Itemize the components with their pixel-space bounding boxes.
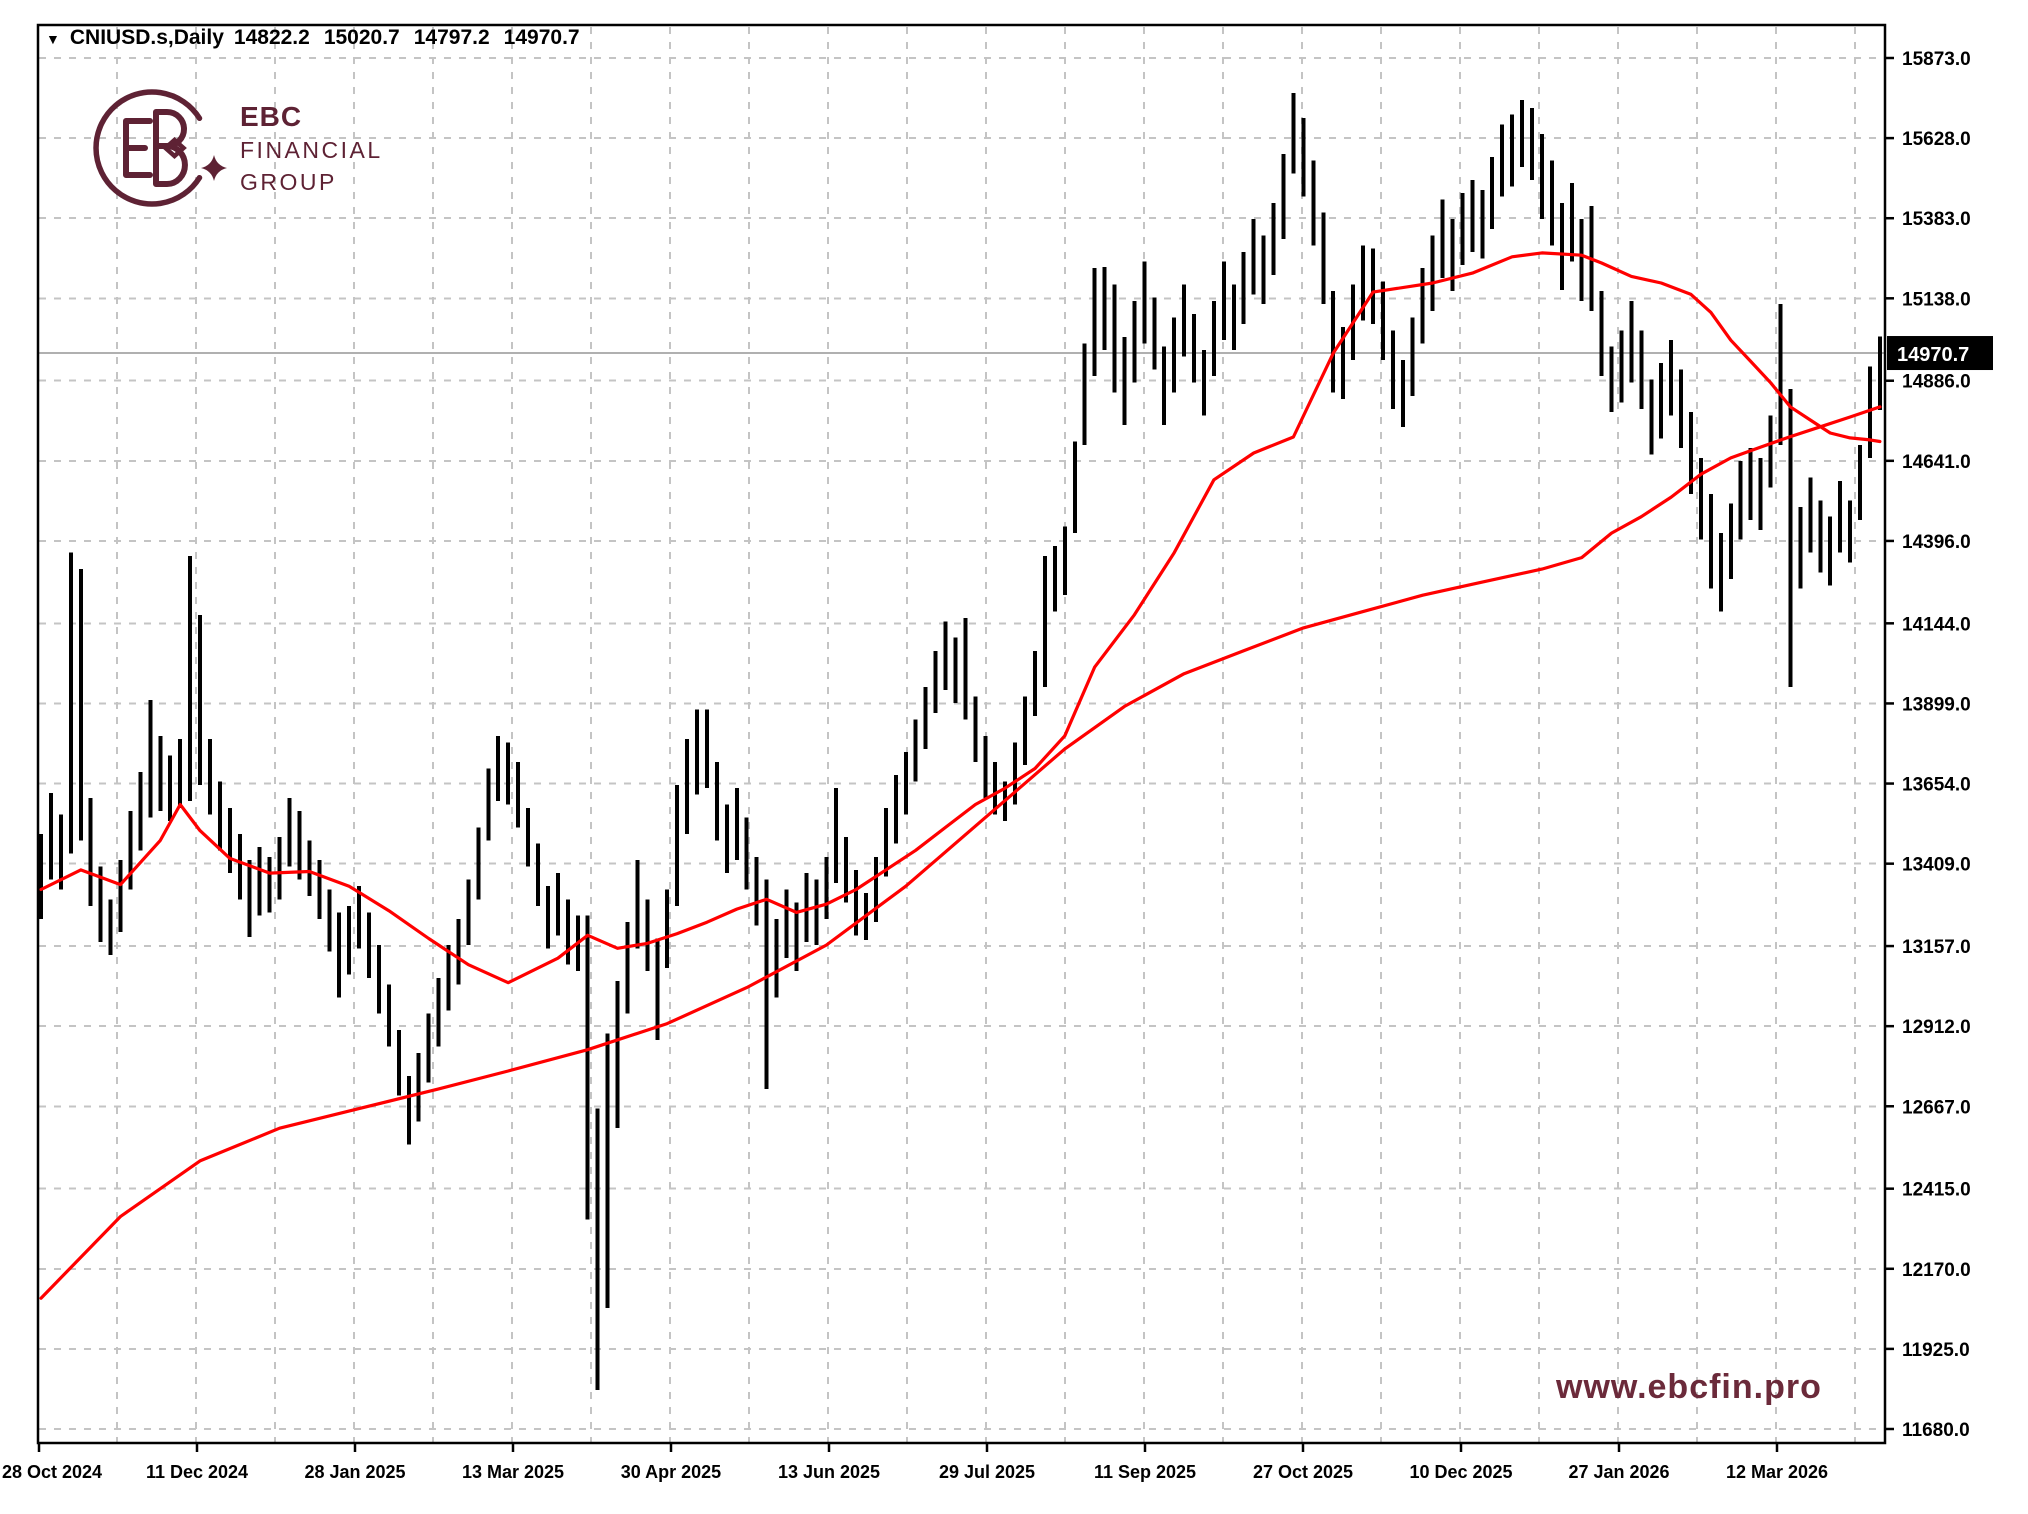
plot-frame (36, 23, 1887, 1445)
low-value: 14797.2 (413, 26, 490, 49)
price-axis-label: 13409.0 (1902, 855, 1971, 876)
price-axis-label: 11925.0 (1902, 1340, 1970, 1361)
ohlc-bars (39, 92, 1882, 1390)
price-axis-label: 14396.0 (1902, 532, 1971, 553)
price-axis-label: 15138.0 (1902, 289, 1971, 310)
logo-text-group: GROUP (240, 169, 337, 195)
high-value: 15020.7 (323, 26, 400, 49)
collapse-triangle-icon[interactable]: ▼ (46, 31, 60, 47)
date-axis-label: 13 Jun 2025 (778, 1462, 880, 1482)
date-axis-label: 13 Mar 2025 (462, 1462, 564, 1482)
date-axis-label: 11 Dec 2024 (146, 1462, 248, 1482)
current-price-badge: 14970.7 (1887, 336, 1993, 371)
date-axis-label: 28 Jan 2025 (304, 1462, 405, 1482)
date-axis-label: 10 Dec 2025 (1409, 1462, 1512, 1482)
price-axis-label: 14886.0 (1902, 372, 1971, 393)
date-axis-label: 30 Apr 2025 (621, 1462, 721, 1482)
date-axis-label: 27 Jan 2026 (1568, 1462, 1669, 1482)
price-axis-label: 15873.0 (1902, 49, 1971, 70)
price-axis[interactable]: 15873.0 15628.0 15383.0 15138.0 14886.0 14641… (1885, 49, 1971, 1441)
price-axis-label: 14144.0 (1902, 614, 1971, 635)
price-axis-label: 12667.0 (1902, 1097, 1971, 1118)
ma-slow-line (39, 405, 1882, 1300)
price-axis-label: 15383.0 (1902, 209, 1971, 230)
price-axis-label: 12170.0 (1902, 1260, 1971, 1281)
price-axis-label: 13654.0 (1902, 775, 1971, 796)
logo-text-financial: FINANCIAL (240, 137, 383, 163)
price-axis-label: 14641.0 (1902, 452, 1971, 473)
price-axis-label: 12415.0 (1902, 1180, 1971, 1201)
date-axis-label: 27 Oct 2025 (1253, 1462, 1353, 1482)
gridlines (39, 27, 1884, 1442)
close-value: 14970.7 (503, 26, 580, 49)
open-value: 14822.2 (233, 26, 310, 49)
price-axis-label: 13899.0 (1902, 694, 1971, 715)
price-axis-label: 15628.0 (1902, 129, 1971, 150)
watermark-url: www.ebcfin.pro (1556, 1368, 1822, 1406)
moving-averages (39, 251, 1882, 1300)
logo-text-ebc: EBC (240, 101, 302, 132)
price-axis-label: 12912.0 (1902, 1017, 1971, 1038)
ma-fast-line (39, 251, 1882, 985)
ebc-logo: EBC FINANCIAL GROUP (93, 89, 383, 207)
price-badge-bg (1887, 336, 1993, 371)
logo-circle-arc (93, 89, 203, 207)
symbol-label: CNIUSD.s,Daily (69, 26, 224, 49)
price-axis-label: 11680.0 (1902, 1420, 1970, 1441)
logo-monogram (123, 109, 188, 187)
symbol-title-bar: ▼ CNIUSD.s,Daily 14822.2 15020.7 14797.2… (46, 26, 580, 50)
date-axis-label: 12 Mar 2026 (1726, 1462, 1828, 1482)
date-axis-label: 11 Sep 2025 (1094, 1462, 1196, 1482)
date-axis-label: 28 Oct 2024 (2, 1462, 102, 1482)
logo-sparkle-icon (201, 155, 227, 181)
price-badge-value: 14970.7 (1897, 344, 1969, 366)
date-axis-label: 29 Jul 2025 (939, 1462, 1035, 1482)
price-axis-label: 13157.0 (1902, 937, 1971, 958)
time-axis[interactable]: 28 Oct 2024 11 Dec 2024 28 Jan 2025 13 Mar … (2, 1443, 1828, 1482)
